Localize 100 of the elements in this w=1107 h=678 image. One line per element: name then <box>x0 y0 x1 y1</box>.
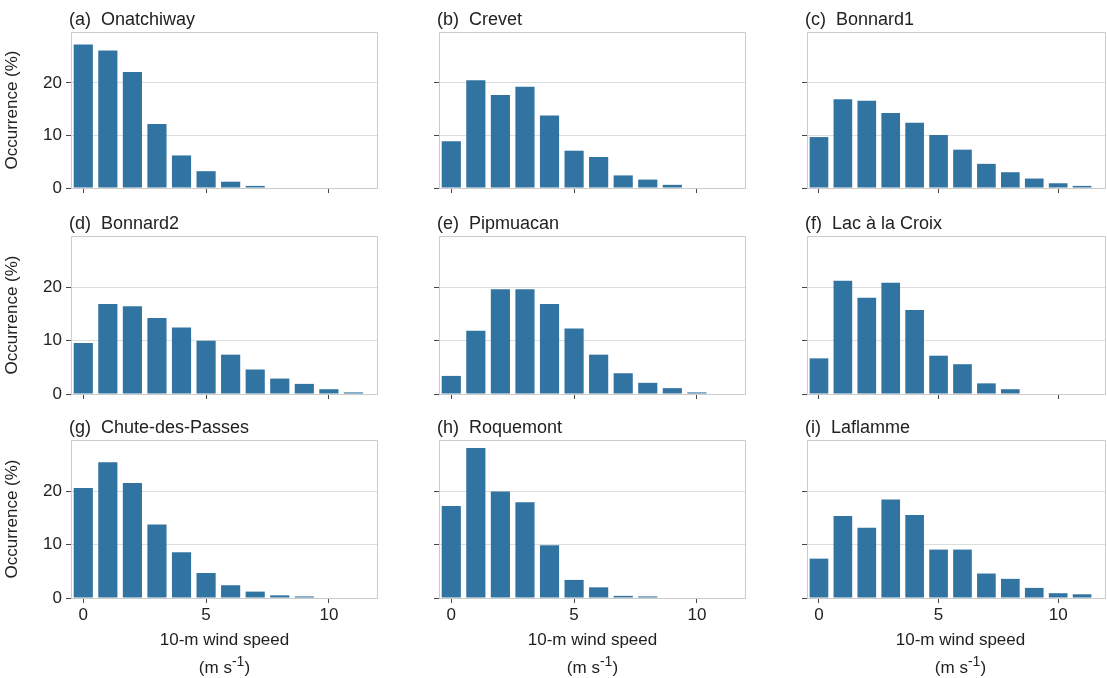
bar <box>441 141 461 188</box>
y-tick-label: 0 <box>52 177 62 197</box>
chart-title: (a) Onatchiway <box>69 9 196 29</box>
bar <box>221 585 241 598</box>
bar <box>881 112 901 188</box>
bar <box>1000 172 1020 188</box>
bar <box>122 483 142 598</box>
bar <box>1048 183 1068 188</box>
bar <box>881 499 901 598</box>
bar <box>977 383 996 394</box>
bar <box>881 282 901 394</box>
bar <box>905 515 924 598</box>
bar <box>809 137 829 188</box>
bar <box>73 342 93 394</box>
bar <box>662 388 682 394</box>
y-tick-label: 0 <box>52 383 62 403</box>
bar <box>171 155 192 188</box>
bar <box>929 549 948 598</box>
bar <box>833 516 853 598</box>
x-axis-title: 10-m wind speed (m s$^{-1}$) <box>158 629 291 678</box>
chart-title: (b) Crevet <box>437 9 523 29</box>
bar <box>1024 178 1044 188</box>
bar <box>953 149 972 188</box>
bar <box>490 491 510 598</box>
bar <box>929 355 948 394</box>
y-tick-label: 10 <box>43 125 62 145</box>
bar <box>638 179 658 188</box>
y-tick-label: 20 <box>43 72 62 92</box>
y-tick-label: 20 <box>43 481 62 501</box>
bar <box>613 175 633 188</box>
bar <box>977 573 996 598</box>
bar <box>589 157 609 188</box>
bar <box>539 115 560 188</box>
bar <box>98 462 118 598</box>
bar <box>589 587 609 598</box>
bar <box>564 328 584 394</box>
bar <box>221 354 241 394</box>
x-tick-label: 5 <box>933 604 944 624</box>
bar <box>662 184 682 188</box>
bar <box>441 505 461 598</box>
bar <box>905 309 924 394</box>
bar <box>857 100 877 188</box>
x-axis-title: 10-m wind speed (m s$^{-1}$) <box>526 629 659 678</box>
bar <box>953 549 972 598</box>
bar <box>1000 578 1020 598</box>
bar <box>171 327 192 394</box>
bar <box>245 591 265 598</box>
bar <box>147 123 167 188</box>
bar <box>515 502 535 598</box>
x-tick-label: 10 <box>319 604 339 624</box>
bar <box>196 171 216 188</box>
bar <box>270 378 290 394</box>
y-axis-title: Occurrence (%) <box>1 255 21 375</box>
bar <box>613 373 633 394</box>
bar <box>98 304 118 394</box>
bar <box>171 552 192 598</box>
bar <box>1024 587 1044 598</box>
bar <box>122 71 142 188</box>
bar <box>73 44 93 188</box>
bar <box>539 304 560 394</box>
chart-title: (c) Bonnard1 <box>805 9 915 29</box>
chart-title: (d) Bonnard2 <box>69 213 180 233</box>
bar <box>441 375 461 394</box>
bar <box>270 595 290 598</box>
x-tick-label: 0 <box>446 604 457 624</box>
x-tick-label: 0 <box>814 604 824 624</box>
x-tick-label: 10 <box>1048 604 1068 624</box>
y-axis-title: Occurrence (%) <box>1 459 21 579</box>
y-tick-label: 10 <box>43 534 62 554</box>
bar <box>196 340 216 394</box>
bar <box>857 297 877 394</box>
chart-title: (i) Laflamme <box>805 417 911 437</box>
bar <box>515 86 535 188</box>
bar <box>638 382 658 394</box>
chart-title: (h) Roquemont <box>437 417 563 437</box>
x-axis-title: 10-m wind speed (m s$^{-1}$) <box>894 629 1027 678</box>
bar <box>1000 389 1020 394</box>
bar <box>490 289 510 394</box>
x-tick-label: 5 <box>569 604 579 624</box>
bar <box>294 383 314 394</box>
chart-title: (f) Lac à la Croix <box>805 213 943 233</box>
bar <box>196 573 216 598</box>
bar <box>833 99 853 188</box>
bar <box>466 447 486 598</box>
bar <box>589 354 609 394</box>
bar <box>466 80 486 188</box>
x-tick-label: 10 <box>687 604 707 624</box>
bar <box>490 95 510 188</box>
bar <box>122 306 142 394</box>
bar <box>977 163 996 188</box>
y-tick-label: 10 <box>43 330 62 350</box>
bar <box>515 289 535 394</box>
x-tick-label: 5 <box>201 604 211 624</box>
bar <box>1048 593 1068 598</box>
bar <box>466 330 486 394</box>
bar <box>564 150 584 188</box>
y-axis-title: Occurrence (%) <box>1 50 21 170</box>
bar <box>147 317 167 394</box>
bar <box>539 545 560 598</box>
bar <box>809 558 829 598</box>
